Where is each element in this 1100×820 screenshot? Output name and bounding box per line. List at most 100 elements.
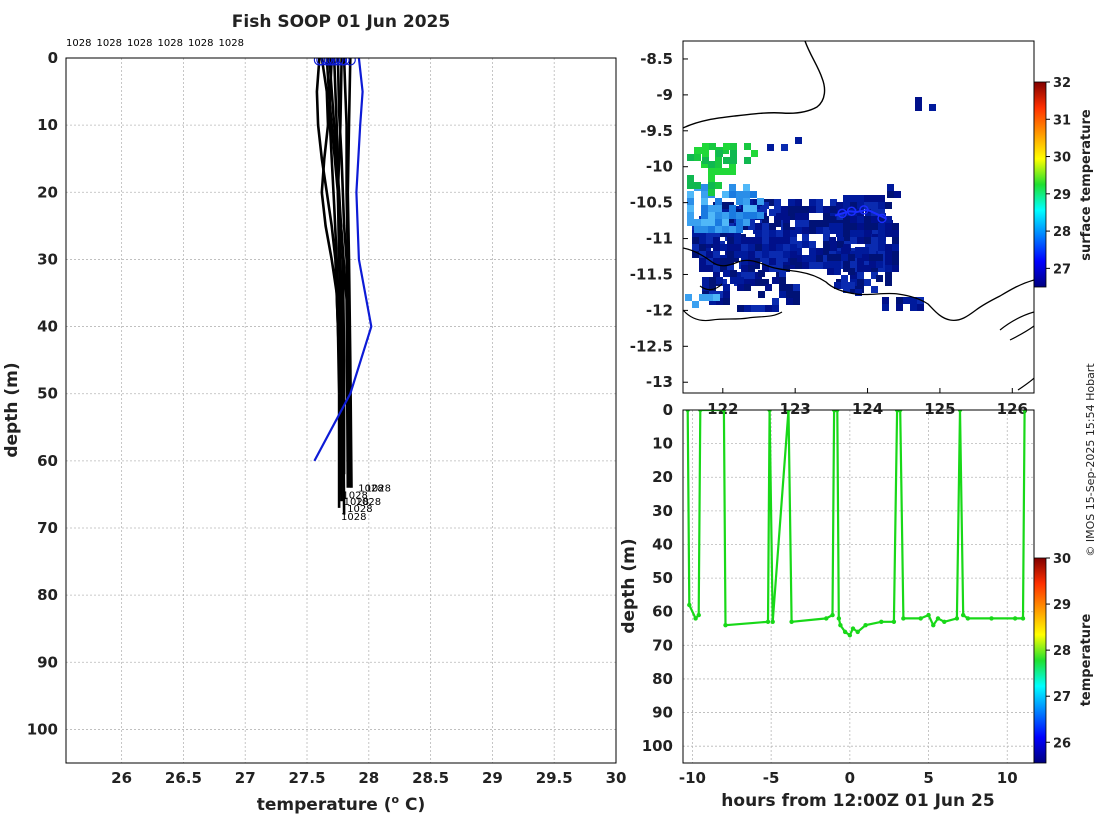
- sst-pixel: [737, 284, 744, 291]
- section-ytick-label: 60: [652, 603, 673, 621]
- profile-ytick-label: 0: [48, 49, 58, 67]
- sst-pixel: [762, 244, 769, 251]
- sst-pixel: [753, 255, 760, 262]
- sst-pixel: [885, 244, 892, 251]
- sst-pixel: [843, 195, 850, 202]
- profile-y-axis-label: depth (m): [2, 362, 22, 457]
- surface-ring: [332, 58, 344, 66]
- sst-pixel: [748, 272, 755, 279]
- sst-pixel: [708, 175, 715, 182]
- sst-pixel: [729, 226, 736, 233]
- section-point: [863, 622, 868, 628]
- sst-pixel: [834, 282, 841, 289]
- sst-pixel: [758, 305, 765, 312]
- section-xticks: -10 -5 0 5 10: [679, 769, 1018, 787]
- sst-pixel: [715, 168, 722, 175]
- sst-pixel: [762, 237, 769, 244]
- sst-pixel: [743, 219, 750, 226]
- sst-pixel: [741, 272, 748, 279]
- map-xtick-label: 124: [852, 400, 883, 418]
- sst-pixel: [885, 258, 892, 265]
- sst-pixel: [706, 230, 713, 237]
- map-panel: -8.5 -9 -9.5 -10 -10.5 -11 -11.5 -12 -12.5 -13 12…: [630, 40, 1094, 418]
- sst-pixel: [722, 219, 729, 226]
- sst-pixel: [864, 195, 871, 202]
- sst-pixel: [757, 198, 764, 205]
- sst-pixel: [708, 168, 715, 175]
- sst-pixel: [862, 247, 869, 254]
- section-point: [942, 619, 947, 624]
- sst-pixel: [715, 205, 722, 212]
- section-xtick-label: -5: [763, 769, 780, 787]
- sst-pixel: [816, 262, 823, 269]
- top-label: 1028: [97, 38, 122, 49]
- profile-bottom-label: 1028: [341, 512, 366, 523]
- sst-pixel: [783, 216, 790, 223]
- sst-pixel: [795, 206, 802, 213]
- sst-pixel: [795, 213, 802, 220]
- sst-pixel: [802, 262, 809, 269]
- sst-pixel: [885, 230, 892, 237]
- sst-pixel: [795, 241, 802, 248]
- sst-pixel: [830, 199, 837, 206]
- sst-pixel: [795, 220, 802, 227]
- sst-pixel: [729, 191, 736, 198]
- sst-pixel: [776, 237, 783, 244]
- surface-ring: [323, 58, 335, 66]
- sst-pixel: [795, 199, 802, 206]
- sst-pixel: [829, 237, 836, 244]
- sst-pixel: [903, 297, 910, 304]
- sst-pixel: [736, 219, 743, 226]
- section-colorbar-tick-label: 27: [1053, 690, 1071, 705]
- sst-pixel: [841, 254, 848, 261]
- sst-pixel: [894, 191, 901, 198]
- sst-pixel: [748, 216, 755, 223]
- sst-pixel: [809, 255, 816, 262]
- sst-pixel: [843, 202, 850, 209]
- sst-pixel: [885, 251, 892, 258]
- sst-pixel: [699, 251, 706, 258]
- sst-pixel: [855, 247, 862, 254]
- sst-pixel: [694, 219, 701, 226]
- sst-pixel: [772, 305, 779, 312]
- sst-pixel: [709, 284, 716, 291]
- sst-pixel: [772, 277, 779, 284]
- section-point: [838, 622, 843, 628]
- sst-pixel: [878, 244, 885, 251]
- sst-pixel: [850, 195, 857, 202]
- section-point: [918, 616, 923, 621]
- profile-xtick-label: 30: [606, 769, 627, 787]
- sst-pixel: [722, 168, 729, 175]
- top-label: 1028: [66, 38, 91, 49]
- sst-pixel: [743, 191, 750, 198]
- sst-pixel: [702, 143, 709, 150]
- section-colorbar-tick-label: 29: [1053, 598, 1071, 613]
- sst-pixel: [762, 251, 769, 258]
- sst-pixel: [827, 268, 834, 275]
- sst-pixel: [917, 304, 924, 311]
- chart-title: Fish SOOP 01 Jun 2025: [232, 12, 450, 32]
- section-ytick-label: 70: [652, 636, 673, 654]
- sst-pixel: [857, 258, 864, 265]
- section-colorbar-tick-label: 28: [1053, 644, 1071, 659]
- profile-ytick-label: 10: [37, 116, 58, 134]
- sst-pixel: [741, 251, 748, 258]
- sst-pixel: [701, 161, 708, 168]
- sst-pixel: [713, 265, 720, 272]
- sst-pixel: [769, 223, 776, 230]
- section-point: [901, 616, 906, 621]
- sst-pixel: [857, 265, 864, 272]
- sst-pixel: [743, 205, 750, 212]
- sst-pixel: [857, 223, 864, 230]
- section-point: [685, 410, 690, 413]
- section-point: [786, 410, 791, 413]
- sst-pixel: [748, 251, 755, 258]
- section-ytick-label: 40: [652, 535, 673, 553]
- sst-pixel: [809, 220, 816, 227]
- profile-end-label: 1028: [347, 504, 372, 515]
- sst-pixel: [850, 230, 857, 237]
- sst-pixel: [793, 298, 800, 305]
- sst-pixel: [836, 223, 843, 230]
- sst-pixel: [720, 202, 727, 209]
- sst-pixel: [716, 150, 723, 157]
